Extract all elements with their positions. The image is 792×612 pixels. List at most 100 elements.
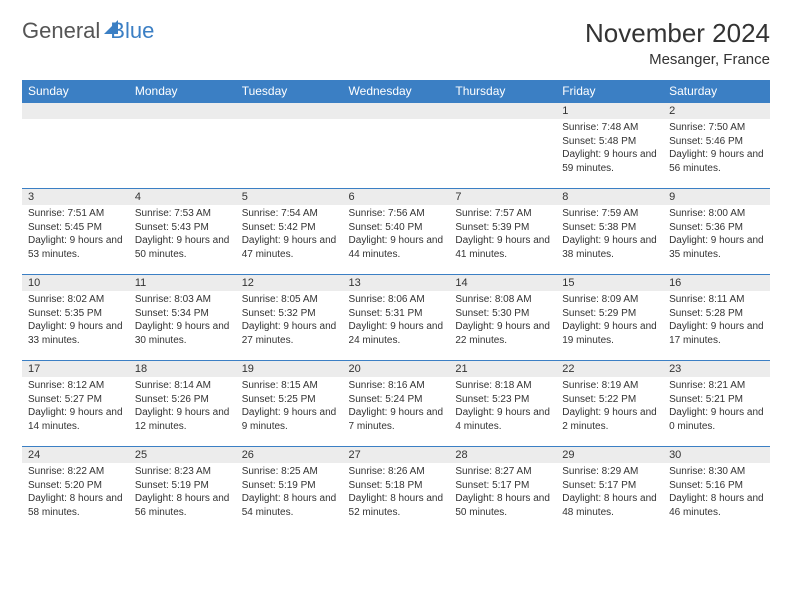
calendar-day-cell: 10Sunrise: 8:02 AMSunset: 5:35 PMDayligh… (22, 275, 129, 361)
weekday-header: Thursday (449, 80, 556, 103)
day-details: Sunrise: 8:15 AMSunset: 5:25 PMDaylight:… (236, 377, 343, 437)
day-details: Sunrise: 8:09 AMSunset: 5:29 PMDaylight:… (556, 291, 663, 351)
day-number: 1 (556, 103, 663, 119)
logo-word1: General (22, 18, 100, 44)
day-details (449, 119, 556, 125)
calendar-week-row: 10Sunrise: 8:02 AMSunset: 5:35 PMDayligh… (22, 275, 770, 361)
header: General Blue November 2024 Mesanger, Fra… (22, 18, 770, 68)
day-number (236, 103, 343, 119)
day-number: 5 (236, 189, 343, 205)
calendar-day-cell: 7Sunrise: 7:57 AMSunset: 5:39 PMDaylight… (449, 189, 556, 275)
day-number: 14 (449, 275, 556, 291)
calendar-day-cell: 19Sunrise: 8:15 AMSunset: 5:25 PMDayligh… (236, 361, 343, 447)
calendar-day-cell: 24Sunrise: 8:22 AMSunset: 5:20 PMDayligh… (22, 447, 129, 533)
day-details: Sunrise: 7:50 AMSunset: 5:46 PMDaylight:… (663, 119, 770, 179)
calendar-day-cell: 20Sunrise: 8:16 AMSunset: 5:24 PMDayligh… (343, 361, 450, 447)
day-number: 11 (129, 275, 236, 291)
day-details: Sunrise: 8:12 AMSunset: 5:27 PMDaylight:… (22, 377, 129, 437)
calendar-week-row: 1Sunrise: 7:48 AMSunset: 5:48 PMDaylight… (22, 103, 770, 189)
weekday-header: Saturday (663, 80, 770, 103)
day-details: Sunrise: 7:51 AMSunset: 5:45 PMDaylight:… (22, 205, 129, 265)
day-number: 2 (663, 103, 770, 119)
day-number: 19 (236, 361, 343, 377)
day-number: 24 (22, 447, 129, 463)
calendar-week-row: 3Sunrise: 7:51 AMSunset: 5:45 PMDaylight… (22, 189, 770, 275)
day-number: 15 (556, 275, 663, 291)
day-number (343, 103, 450, 119)
day-number: 30 (663, 447, 770, 463)
calendar-day-cell: 28Sunrise: 8:27 AMSunset: 5:17 PMDayligh… (449, 447, 556, 533)
day-number: 3 (22, 189, 129, 205)
calendar-day-cell: 21Sunrise: 8:18 AMSunset: 5:23 PMDayligh… (449, 361, 556, 447)
day-number: 27 (343, 447, 450, 463)
day-details: Sunrise: 7:56 AMSunset: 5:40 PMDaylight:… (343, 205, 450, 265)
calendar-table: SundayMondayTuesdayWednesdayThursdayFrid… (22, 80, 770, 533)
day-details: Sunrise: 8:26 AMSunset: 5:18 PMDaylight:… (343, 463, 450, 523)
calendar-day-cell: 11Sunrise: 8:03 AMSunset: 5:34 PMDayligh… (129, 275, 236, 361)
calendar-day-cell (22, 103, 129, 189)
day-details: Sunrise: 8:16 AMSunset: 5:24 PMDaylight:… (343, 377, 450, 437)
day-number: 22 (556, 361, 663, 377)
day-number: 9 (663, 189, 770, 205)
day-number: 4 (129, 189, 236, 205)
title-block: November 2024 Mesanger, France (585, 18, 770, 68)
day-details: Sunrise: 8:27 AMSunset: 5:17 PMDaylight:… (449, 463, 556, 523)
day-details (236, 119, 343, 125)
day-number: 23 (663, 361, 770, 377)
calendar-day-cell: 12Sunrise: 8:05 AMSunset: 5:32 PMDayligh… (236, 275, 343, 361)
calendar-day-cell: 16Sunrise: 8:11 AMSunset: 5:28 PMDayligh… (663, 275, 770, 361)
weekday-header: Wednesday (343, 80, 450, 103)
calendar-day-cell: 30Sunrise: 8:30 AMSunset: 5:16 PMDayligh… (663, 447, 770, 533)
calendar-head: SundayMondayTuesdayWednesdayThursdayFrid… (22, 80, 770, 103)
day-details: Sunrise: 8:29 AMSunset: 5:17 PMDaylight:… (556, 463, 663, 523)
calendar-day-cell: 13Sunrise: 8:06 AMSunset: 5:31 PMDayligh… (343, 275, 450, 361)
weekday-header: Sunday (22, 80, 129, 103)
day-details: Sunrise: 8:23 AMSunset: 5:19 PMDaylight:… (129, 463, 236, 523)
day-details: Sunrise: 8:21 AMSunset: 5:21 PMDaylight:… (663, 377, 770, 437)
day-number: 6 (343, 189, 450, 205)
day-details: Sunrise: 8:02 AMSunset: 5:35 PMDaylight:… (22, 291, 129, 351)
calendar-day-cell: 2Sunrise: 7:50 AMSunset: 5:46 PMDaylight… (663, 103, 770, 189)
day-number: 8 (556, 189, 663, 205)
day-details: Sunrise: 7:53 AMSunset: 5:43 PMDaylight:… (129, 205, 236, 265)
calendar-day-cell: 17Sunrise: 8:12 AMSunset: 5:27 PMDayligh… (22, 361, 129, 447)
calendar-day-cell: 5Sunrise: 7:54 AMSunset: 5:42 PMDaylight… (236, 189, 343, 275)
logo-word2: Blue (110, 18, 154, 44)
day-details: Sunrise: 8:11 AMSunset: 5:28 PMDaylight:… (663, 291, 770, 351)
day-details: Sunrise: 8:25 AMSunset: 5:19 PMDaylight:… (236, 463, 343, 523)
day-details: Sunrise: 8:22 AMSunset: 5:20 PMDaylight:… (22, 463, 129, 523)
calendar-day-cell: 4Sunrise: 7:53 AMSunset: 5:43 PMDaylight… (129, 189, 236, 275)
day-details (22, 119, 129, 125)
calendar-day-cell: 25Sunrise: 8:23 AMSunset: 5:19 PMDayligh… (129, 447, 236, 533)
day-details: Sunrise: 8:08 AMSunset: 5:30 PMDaylight:… (449, 291, 556, 351)
weekday-header: Friday (556, 80, 663, 103)
calendar-body: 1Sunrise: 7:48 AMSunset: 5:48 PMDaylight… (22, 103, 770, 533)
day-number: 29 (556, 447, 663, 463)
calendar-day-cell: 18Sunrise: 8:14 AMSunset: 5:26 PMDayligh… (129, 361, 236, 447)
calendar-day-cell: 3Sunrise: 7:51 AMSunset: 5:45 PMDaylight… (22, 189, 129, 275)
weekday-header: Monday (129, 80, 236, 103)
day-details: Sunrise: 7:54 AMSunset: 5:42 PMDaylight:… (236, 205, 343, 265)
day-details: Sunrise: 8:05 AMSunset: 5:32 PMDaylight:… (236, 291, 343, 351)
day-number (129, 103, 236, 119)
day-number: 13 (343, 275, 450, 291)
day-details (343, 119, 450, 125)
day-number: 28 (449, 447, 556, 463)
day-number: 12 (236, 275, 343, 291)
day-details: Sunrise: 8:03 AMSunset: 5:34 PMDaylight:… (129, 291, 236, 351)
calendar-day-cell (449, 103, 556, 189)
calendar-day-cell: 22Sunrise: 8:19 AMSunset: 5:22 PMDayligh… (556, 361, 663, 447)
calendar-day-cell: 8Sunrise: 7:59 AMSunset: 5:38 PMDaylight… (556, 189, 663, 275)
day-number: 17 (22, 361, 129, 377)
calendar-day-cell: 6Sunrise: 7:56 AMSunset: 5:40 PMDaylight… (343, 189, 450, 275)
day-number: 20 (343, 361, 450, 377)
day-number: 26 (236, 447, 343, 463)
calendar-day-cell (343, 103, 450, 189)
day-details: Sunrise: 7:57 AMSunset: 5:39 PMDaylight:… (449, 205, 556, 265)
calendar-day-cell: 14Sunrise: 8:08 AMSunset: 5:30 PMDayligh… (449, 275, 556, 361)
day-number: 7 (449, 189, 556, 205)
calendar-day-cell: 15Sunrise: 8:09 AMSunset: 5:29 PMDayligh… (556, 275, 663, 361)
calendar-day-cell: 9Sunrise: 8:00 AMSunset: 5:36 PMDaylight… (663, 189, 770, 275)
weekday-header: Tuesday (236, 80, 343, 103)
day-number: 10 (22, 275, 129, 291)
